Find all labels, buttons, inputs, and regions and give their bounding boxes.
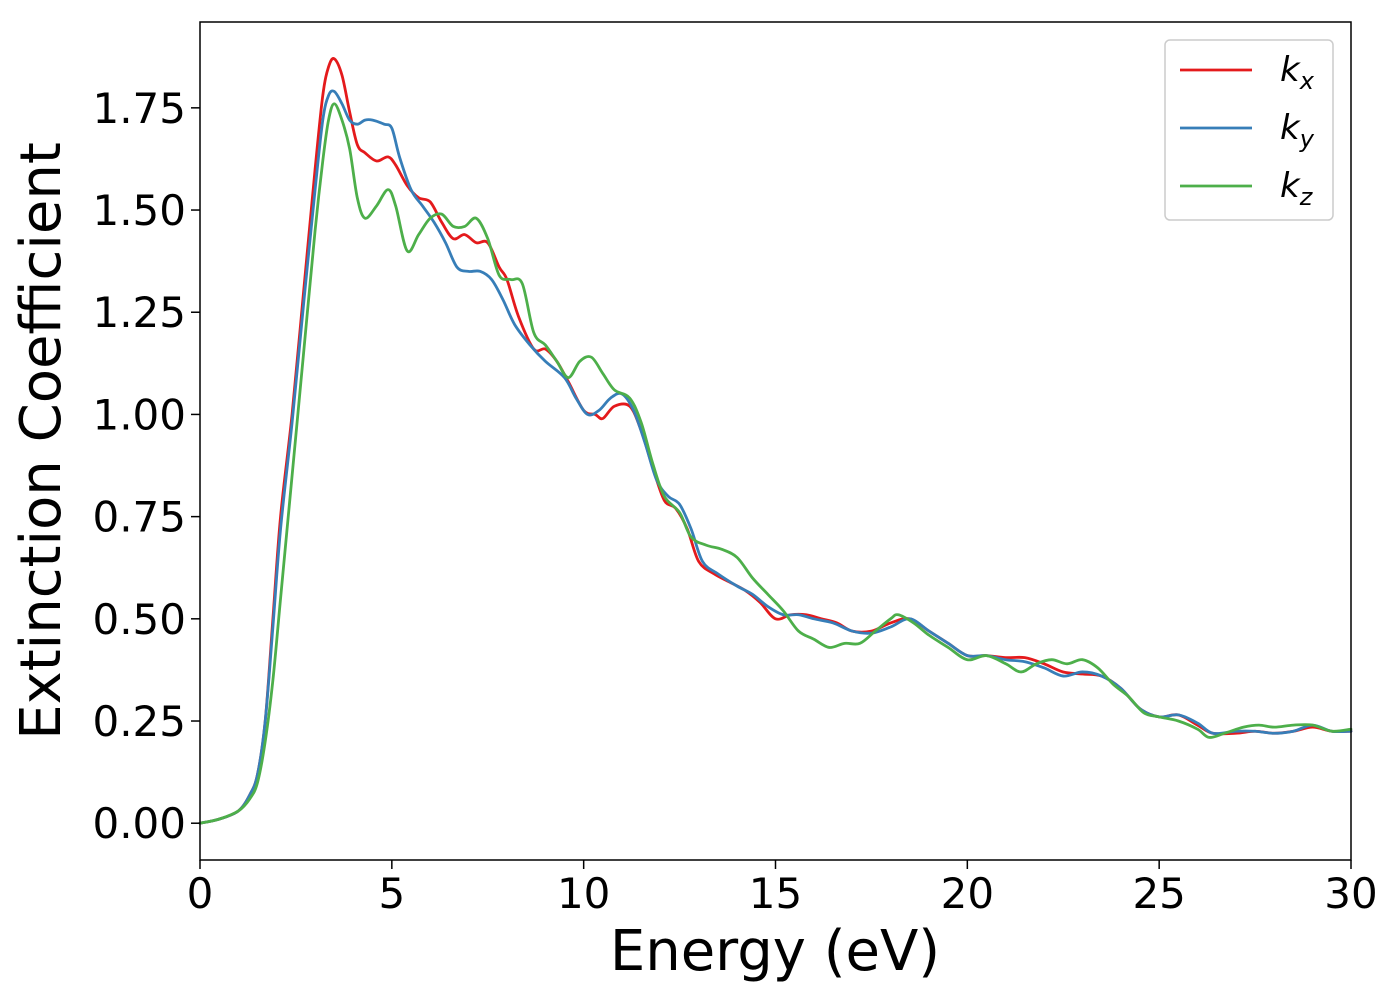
series-line-k-x [198, 57, 1353, 825]
y-tick-label: 0.25 [92, 697, 186, 746]
x-axis-ticks: 0 5 10 15 20 25 30 [187, 860, 1378, 918]
legend-box [1164, 39, 1334, 221]
y-tick-label: 0.75 [92, 493, 186, 542]
x-tick-label: 30 [1324, 869, 1377, 918]
legend-entries: kx ky kz [1180, 50, 1315, 211]
x-tick-label: 5 [378, 869, 405, 918]
legend: kx ky kz [1164, 39, 1334, 221]
y-tick-label: 0.50 [92, 595, 186, 644]
series-line-k-z [198, 102, 1353, 825]
y-tick-label: 1.50 [92, 186, 186, 235]
x-tick-label: 0 [187, 869, 214, 918]
y-tick-label: 1.25 [92, 288, 186, 337]
x-tick-label: 15 [749, 869, 802, 918]
y-tick-label: 1.00 [92, 390, 186, 439]
x-tick-label: 10 [557, 869, 610, 918]
y-tick-label: 0.00 [92, 799, 186, 848]
y-axis-ticks: 0.00 0.25 0.50 0.75 1.00 1.25 1.50 1.75 [92, 84, 200, 848]
y-tick-label: 1.75 [92, 84, 186, 133]
x-tick-label: 25 [1132, 869, 1185, 918]
y-axis-title: Extinction Coefficient [9, 142, 74, 740]
series-line-k-y [198, 89, 1353, 825]
legend-label-k-z: kz [1280, 166, 1314, 211]
x-tick-label: 20 [941, 869, 994, 918]
legend-label-k-y: ky [1280, 108, 1315, 153]
x-axis-title: Energy (eV) [610, 919, 940, 984]
series-lines [198, 57, 1353, 825]
legend-label-k-x: kx [1280, 50, 1315, 95]
